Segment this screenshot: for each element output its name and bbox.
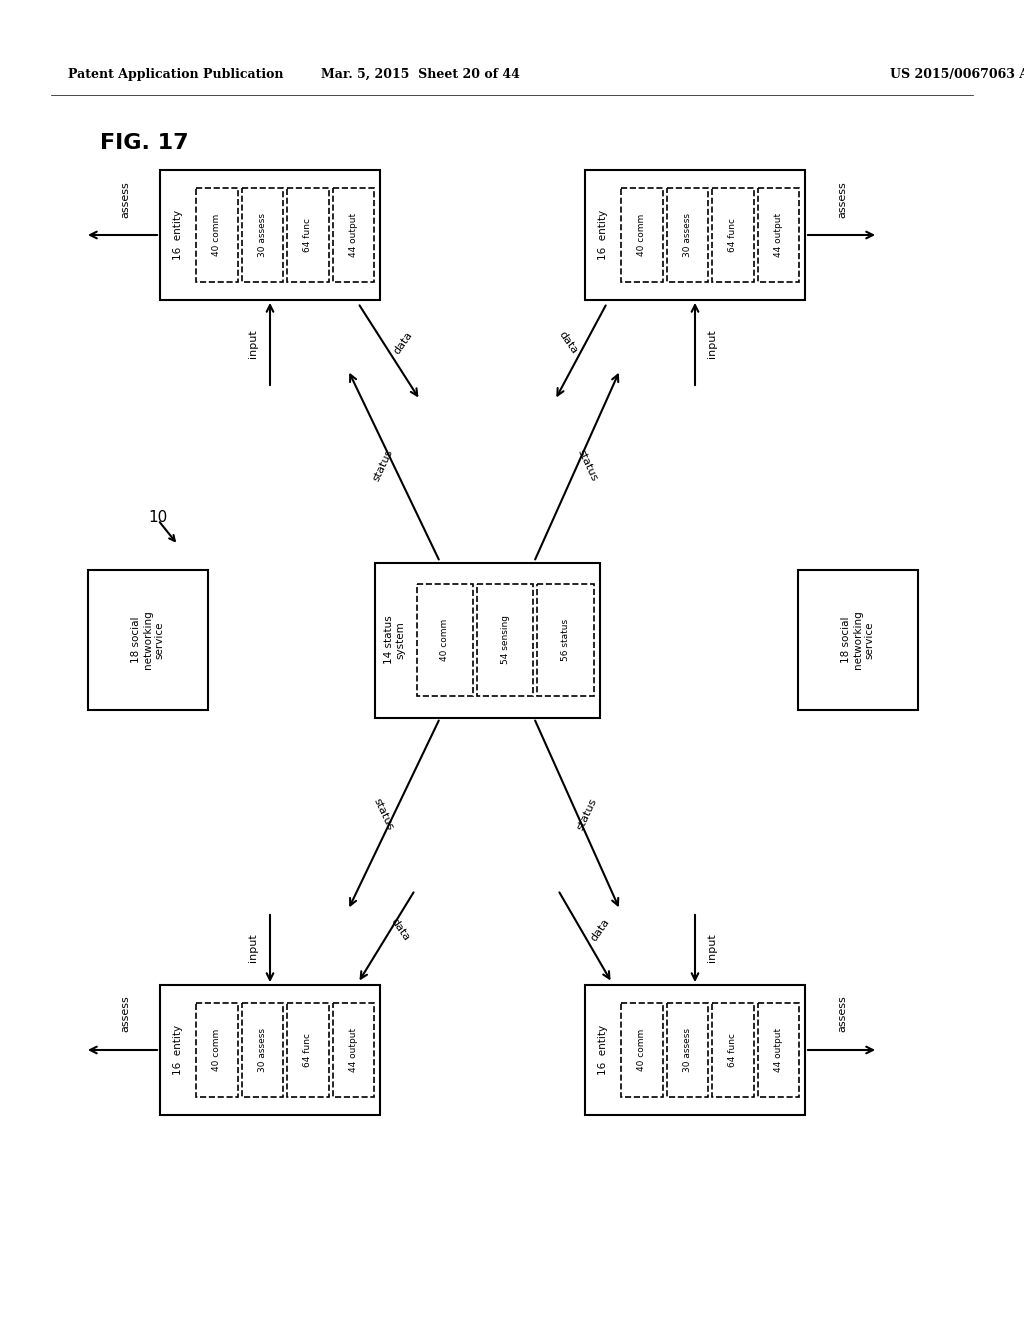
Bar [585,985,805,1115]
Bar [758,189,799,281]
Text: FIG. 17: FIG. 17 [100,133,188,153]
Bar [375,562,599,718]
Bar [585,170,805,300]
Text: 30 assess: 30 assess [258,213,266,257]
Bar [758,1003,799,1097]
Bar [333,189,374,281]
Text: status: status [575,447,599,483]
Text: 40 comm: 40 comm [637,214,646,256]
Text: 40 comm: 40 comm [637,1028,646,1071]
Text: assess: assess [120,995,130,1032]
Text: input: input [248,330,258,358]
Text: 40 comm: 40 comm [212,1028,221,1071]
Bar [242,189,283,281]
Bar [196,1003,238,1097]
Text: 30 assess: 30 assess [683,1028,692,1072]
Bar [160,170,380,300]
Text: assess: assess [837,181,847,218]
Text: input: input [707,933,717,962]
Text: input: input [248,933,258,962]
Text: 30 assess: 30 assess [683,213,692,257]
Text: 18 social
networking
service: 18 social networking service [842,611,874,669]
Text: 14 status
system: 14 status system [384,615,406,664]
Text: 64 func: 64 func [728,1034,737,1067]
Text: 64 func: 64 func [303,218,312,252]
Text: 64 func: 64 func [303,1034,312,1067]
Bar [798,570,918,710]
Text: 44 output: 44 output [774,213,782,257]
Bar [287,189,329,281]
Text: assess: assess [120,181,130,218]
Text: 10: 10 [148,510,167,525]
Text: assess: assess [837,995,847,1032]
Bar [242,1003,283,1097]
Bar [333,1003,374,1097]
Text: 16  entity: 16 entity [598,1024,608,1074]
Text: status: status [372,796,395,832]
Bar [417,585,473,696]
Text: Mar. 5, 2015  Sheet 20 of 44: Mar. 5, 2015 Sheet 20 of 44 [321,69,519,81]
Text: 16  entity: 16 entity [173,1024,183,1074]
Text: data: data [589,917,611,944]
Text: input: input [707,330,717,358]
Text: 18 social
networking
service: 18 social networking service [131,611,165,669]
Text: Patent Application Publication: Patent Application Publication [68,69,284,81]
Bar [712,189,754,281]
Bar [621,189,663,281]
Text: 16  entity: 16 entity [173,210,183,260]
Bar [287,1003,329,1097]
Bar [712,1003,754,1097]
Text: 30 assess: 30 assess [258,1028,266,1072]
Text: data: data [391,330,415,356]
Text: 16  entity: 16 entity [598,210,608,260]
Text: data: data [557,330,580,356]
Bar [667,189,708,281]
Text: 56 status: 56 status [561,619,569,661]
Text: 54 sensing: 54 sensing [501,615,510,664]
Text: status: status [372,447,395,483]
Text: 40 comm: 40 comm [440,619,450,661]
Text: 44 output: 44 output [774,1028,782,1072]
Text: status: status [575,796,599,832]
Bar [667,1003,708,1097]
Bar [160,985,380,1115]
Bar [621,1003,663,1097]
Bar [538,585,594,696]
Text: data: data [389,917,412,944]
Bar [477,585,534,696]
Text: 44 output: 44 output [349,213,357,257]
Text: 40 comm: 40 comm [212,214,221,256]
Bar [196,189,238,281]
Bar [88,570,208,710]
Text: US 2015/0067063 A1: US 2015/0067063 A1 [890,69,1024,81]
Text: 64 func: 64 func [728,218,737,252]
Text: 44 output: 44 output [349,1028,357,1072]
